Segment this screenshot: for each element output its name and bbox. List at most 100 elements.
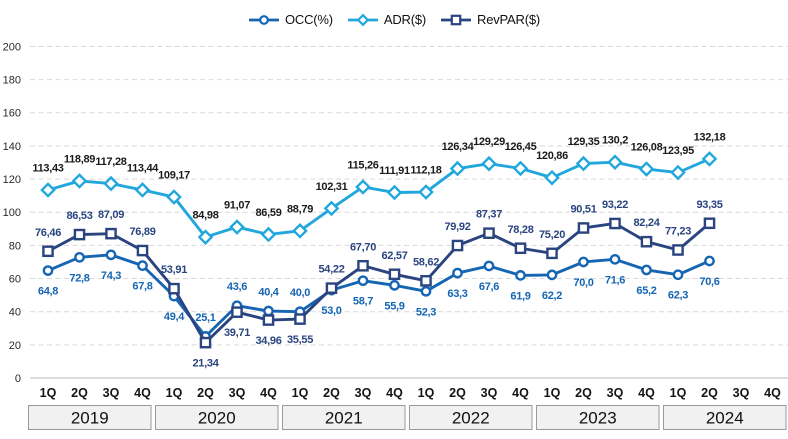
data-label: 58,7 [353,296,373,308]
data-label: 65,2 [636,285,656,297]
data-point-marker-circle [515,270,526,281]
data-point-marker-circle [578,256,589,268]
data-point-marker-square [672,244,684,256]
data-point-marker-square [609,217,621,230]
data-label: 39,71 [224,327,250,339]
data-point-marker-diamond [134,182,151,198]
year-group-label: 2020 [198,409,236,428]
data-label: 52,3 [416,306,436,318]
x-tick-label: 3Q [355,386,372,400]
year-group-label: 2024 [706,409,744,428]
data-point-marker-circle [42,265,54,276]
x-tick-label: 2Q [449,386,466,400]
data-label: 126,08 [631,142,663,154]
data-label: 40,0 [290,287,310,299]
series-labels-RevPAR($): 76,46 86,53 87,09 76,89 53,91 21,34 39,71 34,96… [35,199,723,370]
data-point-marker-circle [420,285,432,297]
data-point-marker-circle [452,267,463,279]
data-label: 111,91 [379,165,410,177]
data-point-marker-circle [357,275,369,287]
data-point-marker-circle [137,260,148,271]
data-point-marker-diamond [670,164,686,181]
data-label: 72,8 [69,272,89,284]
data-label: 55,9 [384,300,404,312]
data-point-marker-diamond [40,182,56,198]
x-tick-label: 2Q [71,386,88,400]
x-tick-label: 3Q [229,386,246,400]
data-point-marker-diamond [355,179,371,195]
x-tick-label: 4Q [134,386,151,400]
data-label: 40,4 [258,287,279,299]
data-point-marker-square [388,268,401,281]
legend-marker-shape [356,13,370,26]
series-line [46,157,711,239]
legend-item-occ: OCC(%) [248,12,333,27]
y-tick-label: 80 [9,240,21,252]
data-label: 53,0 [321,305,341,317]
data-label: 86,53 [66,210,92,222]
data-label: 117,28 [95,156,126,168]
legend-item-revpar: RevPAR($) [440,12,540,27]
year-group-box [155,405,279,430]
y-tick-label: 0 [15,373,21,385]
data-point-marker-diamond [481,155,497,172]
x-tick-label: 1Q [166,386,183,400]
series-RevPAR($) [42,217,716,349]
data-point-marker-diamond [323,200,340,217]
x-tick-label: 4Q [764,386,781,400]
data-point-marker-circle [389,279,400,291]
data-label: 113,43 [32,162,63,174]
data-label: 112,18 [410,165,441,177]
data-label: 90,51 [570,203,596,215]
data-label: 130,2 [602,135,628,147]
data-point-marker-diamond [607,154,623,170]
x-tick-label: 2Q [323,386,340,400]
data-label: 118,89 [64,153,95,165]
y-tick-label: 100 [3,207,21,219]
year-group-box [536,405,660,430]
x-tick-label: 3Q [481,386,498,400]
legend-label-revpar: RevPAR($) [477,12,541,27]
data-point-marker-diamond [638,161,655,177]
data-label: 76,89 [129,226,155,238]
data-label: 109,17 [158,170,190,182]
data-label: 88,79 [287,203,313,215]
x-tick-label: 1Q [40,386,57,400]
data-label: 62,2 [542,290,562,302]
data-point-marker-diamond [292,223,308,239]
data-label: 120,86 [536,150,568,162]
data-label: 61,9 [510,290,530,302]
data-point-marker-square [357,259,369,272]
data-label: 58,62 [413,256,439,268]
data-point-marker-diamond [418,184,434,200]
year-group-label: 2023 [579,409,617,428]
data-label: 86,59 [255,207,281,219]
year-group-box [409,405,533,430]
year-group-label: 2019 [71,409,109,428]
data-point-marker-diamond [71,173,88,189]
x-tick-label: 4Q [638,386,655,400]
legend-item-adr: ADR($) [347,12,426,27]
data-label: 102,31 [316,181,348,193]
year-group-box [28,405,152,430]
data-label: 132,18 [694,131,726,143]
data-label: 87,37 [476,209,502,221]
legend-label-occ: OCC(%) [284,12,333,27]
data-point-marker-square [577,222,590,234]
data-label: 129,35 [568,136,600,148]
data-label: 35,55 [287,334,313,346]
data-point-marker-diamond [449,160,466,177]
legend-marker-circle-icon [248,14,279,25]
x-tick-label: 2Q [575,386,592,400]
data-point-marker-square [262,314,275,326]
y-tick-label: 20 [9,340,21,352]
x-tick-label: 3Q [607,386,624,400]
series-ADR($) [40,151,718,245]
data-label: 77,23 [665,225,691,237]
y-tick-label: 40 [9,307,21,319]
data-label: 67,8 [132,281,152,293]
data-point-marker-square [73,228,86,241]
data-label: 76,46 [35,227,61,239]
data-label: 67,70 [350,241,376,253]
